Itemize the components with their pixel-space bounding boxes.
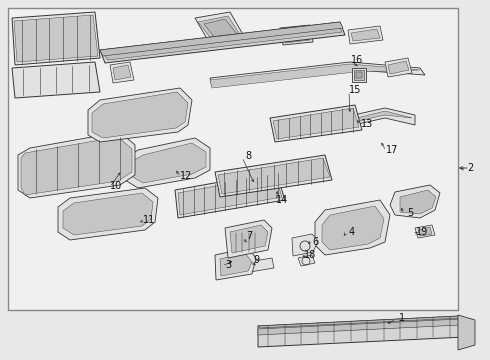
Polygon shape bbox=[292, 234, 318, 256]
Text: 17: 17 bbox=[386, 145, 398, 155]
Bar bbox=[8, 8, 458, 310]
Polygon shape bbox=[385, 58, 412, 77]
Polygon shape bbox=[225, 220, 272, 258]
Text: 13: 13 bbox=[361, 119, 373, 129]
Polygon shape bbox=[458, 315, 475, 350]
Polygon shape bbox=[315, 200, 390, 255]
Polygon shape bbox=[273, 108, 359, 139]
Text: 8: 8 bbox=[245, 151, 251, 161]
Polygon shape bbox=[348, 26, 383, 44]
Polygon shape bbox=[58, 188, 158, 240]
Text: 2: 2 bbox=[467, 163, 473, 173]
Polygon shape bbox=[283, 28, 310, 43]
Polygon shape bbox=[351, 29, 380, 41]
Polygon shape bbox=[210, 64, 420, 88]
Polygon shape bbox=[345, 111, 412, 124]
Text: 19: 19 bbox=[416, 227, 428, 237]
Polygon shape bbox=[354, 70, 364, 80]
Polygon shape bbox=[204, 19, 237, 38]
Polygon shape bbox=[400, 190, 436, 214]
Polygon shape bbox=[352, 68, 366, 82]
Text: 9: 9 bbox=[253, 255, 259, 265]
Polygon shape bbox=[298, 255, 315, 266]
Polygon shape bbox=[230, 225, 268, 253]
Polygon shape bbox=[12, 62, 100, 98]
Polygon shape bbox=[220, 253, 252, 276]
Polygon shape bbox=[92, 92, 188, 138]
Polygon shape bbox=[131, 143, 206, 183]
Polygon shape bbox=[100, 22, 343, 56]
Polygon shape bbox=[175, 172, 285, 218]
Polygon shape bbox=[322, 206, 384, 250]
Polygon shape bbox=[270, 105, 362, 142]
Polygon shape bbox=[340, 108, 415, 128]
Polygon shape bbox=[110, 62, 134, 83]
Polygon shape bbox=[210, 62, 425, 86]
Polygon shape bbox=[390, 185, 440, 218]
Polygon shape bbox=[215, 248, 256, 280]
Text: 5: 5 bbox=[407, 208, 413, 218]
Text: 11: 11 bbox=[143, 215, 155, 225]
Polygon shape bbox=[12, 12, 100, 65]
Text: 15: 15 bbox=[349, 85, 361, 95]
Polygon shape bbox=[215, 155, 332, 197]
Polygon shape bbox=[103, 25, 342, 60]
Polygon shape bbox=[178, 175, 282, 215]
Polygon shape bbox=[18, 132, 135, 198]
Text: 14: 14 bbox=[276, 195, 288, 205]
Polygon shape bbox=[258, 316, 465, 347]
Polygon shape bbox=[88, 88, 192, 142]
Text: 7: 7 bbox=[246, 231, 252, 241]
Polygon shape bbox=[418, 227, 432, 236]
Polygon shape bbox=[63, 193, 153, 235]
Polygon shape bbox=[14, 15, 98, 62]
Polygon shape bbox=[248, 258, 274, 272]
Polygon shape bbox=[388, 61, 409, 74]
Polygon shape bbox=[218, 158, 330, 194]
Polygon shape bbox=[21, 137, 132, 195]
Text: 10: 10 bbox=[110, 181, 122, 191]
Polygon shape bbox=[125, 138, 210, 188]
Polygon shape bbox=[195, 12, 245, 44]
Text: 12: 12 bbox=[180, 171, 192, 181]
Polygon shape bbox=[415, 225, 435, 238]
Text: 1: 1 bbox=[399, 313, 405, 323]
Polygon shape bbox=[100, 22, 345, 63]
Text: 6: 6 bbox=[312, 237, 318, 247]
Polygon shape bbox=[280, 25, 313, 45]
Polygon shape bbox=[258, 319, 460, 335]
Polygon shape bbox=[356, 72, 362, 78]
Polygon shape bbox=[113, 65, 131, 80]
Text: 3: 3 bbox=[225, 260, 231, 270]
Polygon shape bbox=[258, 316, 462, 328]
Text: 16: 16 bbox=[351, 55, 363, 65]
Polygon shape bbox=[198, 16, 241, 41]
Text: 4: 4 bbox=[349, 227, 355, 237]
Text: 18: 18 bbox=[304, 250, 316, 260]
